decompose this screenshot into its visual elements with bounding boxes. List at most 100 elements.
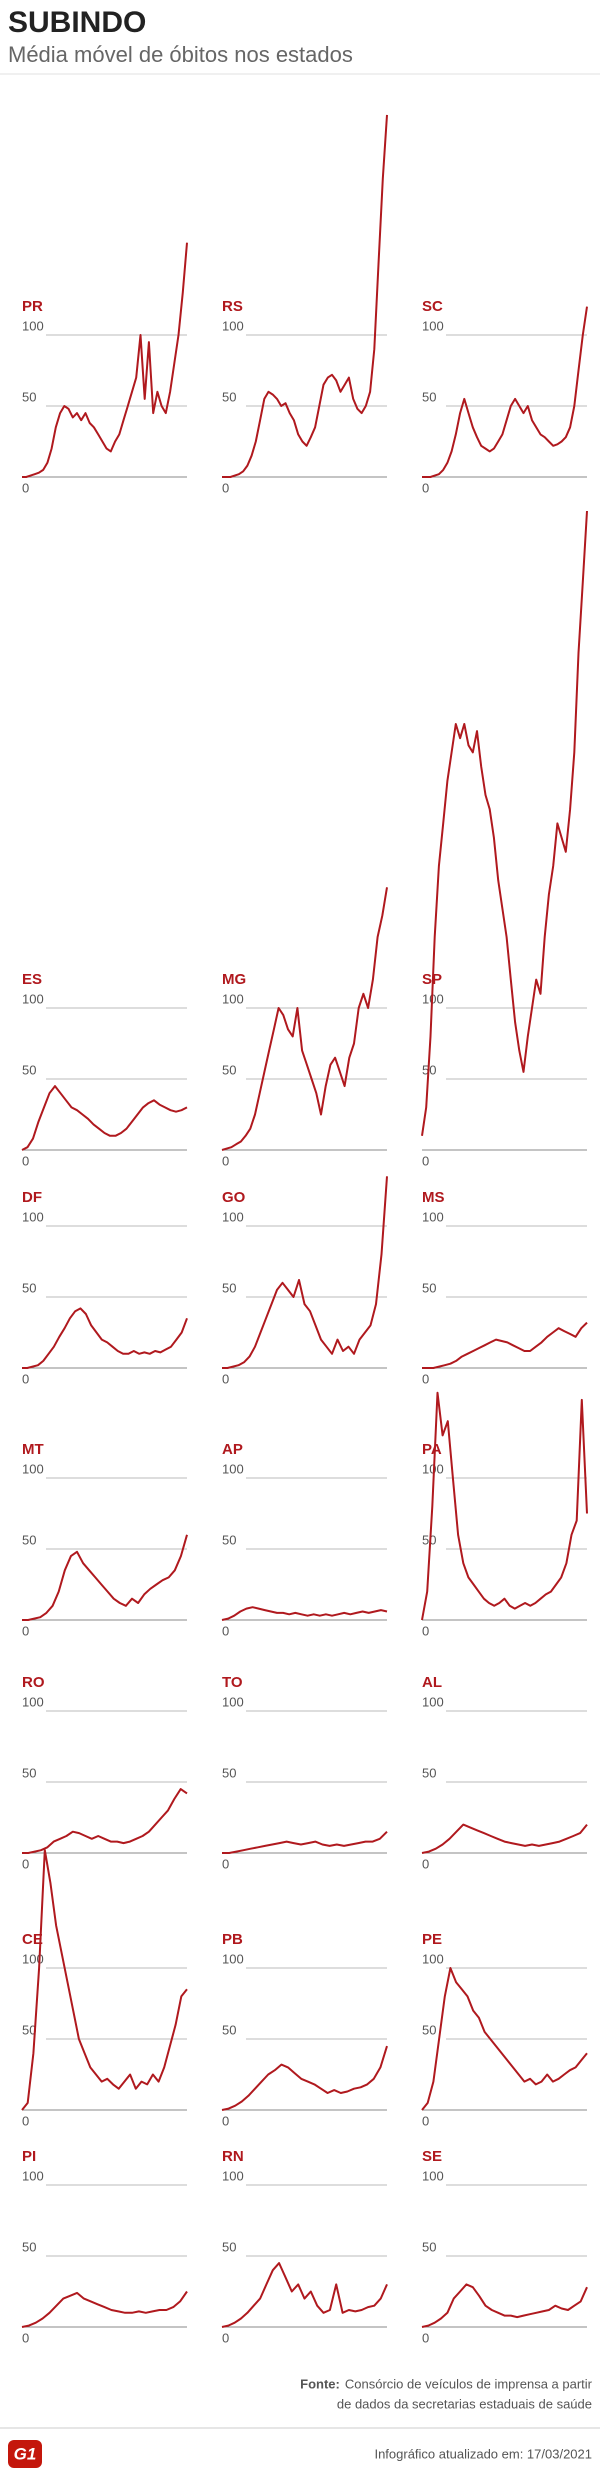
y-tick-label: 50 <box>422 1765 436 1780</box>
panel-title: PA <box>422 1441 442 1458</box>
y-tick-label: 50 <box>422 2239 436 2254</box>
panel-title: RO <box>22 1674 45 1691</box>
y-tick-label: 100 <box>422 1461 444 1476</box>
logo-box <box>8 2440 42 2468</box>
y-tick-label: 0 <box>22 1623 29 1638</box>
y-tick-label: 50 <box>422 1280 436 1295</box>
source-line: Consórcio de veículos de imprensa a part… <box>345 2376 593 2391</box>
y-tick-label: 50 <box>222 1765 236 1780</box>
series-line <box>221 1606 388 1621</box>
y-tick-label: 100 <box>422 2168 444 2183</box>
y-tick-label: 100 <box>22 1951 44 1966</box>
y-tick-label: 0 <box>222 1371 229 1386</box>
panel-title: PB <box>222 1931 243 1948</box>
panel-title: MT <box>22 1441 44 1458</box>
series-line <box>221 887 388 1151</box>
y-tick-label: 50 <box>222 1280 236 1295</box>
y-tick-label: 0 <box>422 2113 429 2128</box>
y-tick-label: 50 <box>222 1062 236 1077</box>
series-line <box>22 1534 188 1621</box>
y-tick-label: 0 <box>422 1371 429 1386</box>
panel-title: AP <box>222 1441 243 1458</box>
y-tick-label: 0 <box>422 1153 429 1168</box>
panel-title: TO <box>222 1674 243 1691</box>
y-tick-label: 100 <box>222 318 244 333</box>
series-line <box>21 2290 188 2328</box>
y-tick-label: 50 <box>22 389 36 404</box>
panel-title: RS <box>222 298 243 315</box>
panel-title: PR <box>22 298 43 315</box>
y-tick-label: 0 <box>222 2113 229 2128</box>
y-tick-label: 0 <box>222 1153 229 1168</box>
y-tick-label: 0 <box>422 2330 429 2345</box>
y-tick-label: 0 <box>22 480 29 495</box>
y-tick-label: 50 <box>22 2022 36 2037</box>
series-line <box>221 2045 388 2111</box>
y-tick-label: 100 <box>22 991 44 1006</box>
y-tick-label: 50 <box>422 389 436 404</box>
panels: 0 50 100 PR 0 50 100 RS 0 50 100 SC 0 50 100 ES 0 50 100 MG… <box>21 114 588 2345</box>
y-tick-label: 0 <box>22 2113 29 2128</box>
panel-title: GO <box>222 1189 246 1206</box>
panel-title: MS <box>422 1189 445 1206</box>
series-line <box>422 1321 588 1369</box>
series-line <box>22 1788 188 1854</box>
y-tick-label: 50 <box>22 2239 36 2254</box>
logo: G1 <box>14 2444 37 2463</box>
series-line <box>222 114 388 478</box>
y-tick-label: 50 <box>22 1765 36 1780</box>
y-tick-label: 100 <box>22 318 44 333</box>
panel-title: SE <box>422 2148 442 2165</box>
y-tick-label: 100 <box>22 2168 44 2183</box>
series-line <box>421 2283 588 2328</box>
y-tick-label: 50 <box>222 2022 236 2037</box>
page-title: SUBINDO <box>8 6 146 39</box>
y-tick-label: 50 <box>22 1280 36 1295</box>
y-tick-label: 100 <box>22 1694 44 1709</box>
series-line <box>421 1391 588 1621</box>
y-tick-label: 0 <box>422 1623 429 1638</box>
series-line <box>22 242 188 478</box>
y-tick-label: 100 <box>22 1461 44 1476</box>
y-tick-label: 100 <box>222 1461 244 1476</box>
y-tick-label: 0 <box>222 480 229 495</box>
y-tick-label: 50 <box>422 1532 436 1547</box>
y-tick-label: 50 <box>222 389 236 404</box>
y-tick-label: 0 <box>222 1623 229 1638</box>
panel-title: PE <box>422 1931 442 1948</box>
y-tick-label: 0 <box>22 1153 29 1168</box>
source-line: de dados da secretarias estaduais de saú… <box>337 2396 592 2411</box>
y-tick-label: 100 <box>222 1209 244 1224</box>
y-tick-label: 0 <box>422 480 429 495</box>
series-line <box>222 1176 388 1369</box>
y-tick-label: 50 <box>22 1062 36 1077</box>
series-line <box>21 1085 188 1151</box>
y-tick-label: 50 <box>222 2239 236 2254</box>
panel-title: MG <box>222 971 246 988</box>
y-tick-label: 0 <box>22 2330 29 2345</box>
panel-title: PI <box>22 2148 36 2165</box>
y-tick-label: 0 <box>22 1371 29 1386</box>
y-tick-label: 100 <box>222 1694 244 1709</box>
y-tick-label: 0 <box>222 2330 229 2345</box>
y-tick-label: 50 <box>422 2022 436 2037</box>
page-subtitle: Média móvel de óbitos nos estados <box>8 42 353 67</box>
y-tick-label: 100 <box>222 991 244 1006</box>
panel-title: RN <box>222 2148 244 2165</box>
y-tick-label: 100 <box>222 1951 244 1966</box>
y-tick-label: 100 <box>422 1951 444 1966</box>
series-line <box>422 306 588 478</box>
source-label: Fonte: <box>300 2376 340 2391</box>
series-line <box>421 1967 588 2111</box>
y-tick-label: 100 <box>22 1209 44 1224</box>
y-tick-label: 100 <box>222 2168 244 2183</box>
y-tick-label: 0 <box>22 1856 29 1871</box>
panel-title: AL <box>422 1674 442 1691</box>
series-line <box>21 1849 188 2111</box>
series-line <box>421 1823 588 1854</box>
y-tick-label: 0 <box>422 1856 429 1871</box>
series-line <box>222 1830 388 1854</box>
series-line <box>421 510 588 1136</box>
y-tick-label: 0 <box>222 1856 229 1871</box>
